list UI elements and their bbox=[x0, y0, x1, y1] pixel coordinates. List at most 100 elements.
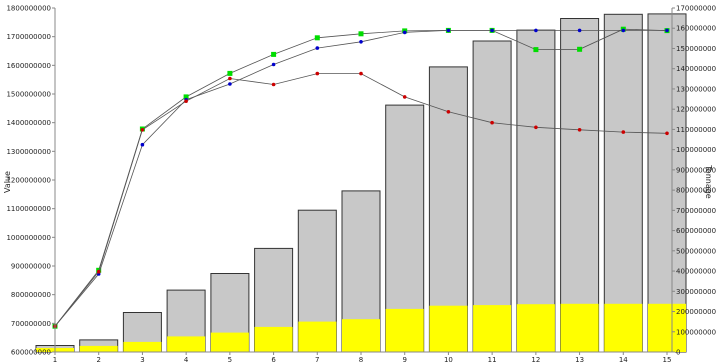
series-point bbox=[577, 28, 582, 33]
series-point bbox=[577, 128, 582, 132]
x-tick-label: 7 bbox=[315, 356, 319, 364]
left-tick-label: 1500000000 bbox=[6, 91, 51, 99]
x-tick-label: 11 bbox=[488, 356, 497, 364]
series-point bbox=[490, 120, 494, 125]
right-tick-label: 900000000 bbox=[676, 166, 716, 174]
series-point bbox=[184, 99, 188, 103]
left-tick-label: 800000000 bbox=[11, 291, 51, 299]
bar-yellow bbox=[79, 345, 118, 352]
bar-gray bbox=[603, 13, 643, 353]
bar-yellow bbox=[254, 326, 293, 352]
left-tick-label: 900000000 bbox=[11, 263, 51, 271]
series-point bbox=[665, 131, 669, 136]
bar-yellow bbox=[648, 303, 686, 352]
right-tick-label: 300000000 bbox=[676, 288, 716, 296]
bar-yellow bbox=[210, 332, 249, 352]
series-point bbox=[446, 110, 451, 114]
series-point bbox=[402, 95, 407, 99]
right-tick-label: 1200000000 bbox=[676, 106, 716, 114]
x-tick-label: 6 bbox=[271, 356, 276, 364]
series-point bbox=[490, 28, 494, 33]
right-tick-label: 1700000000 bbox=[676, 5, 716, 13]
series-point bbox=[359, 40, 363, 44]
right-tick-label: 800000000 bbox=[676, 187, 716, 195]
left-axis-title: Value bbox=[3, 171, 12, 193]
bar-yellow bbox=[604, 303, 643, 352]
left-tick-label: 1400000000 bbox=[6, 119, 51, 127]
series-point bbox=[315, 71, 320, 76]
x-tick-label: 1 bbox=[53, 356, 57, 364]
bar-gray bbox=[516, 29, 556, 353]
left-tick-label: 700000000 bbox=[11, 320, 51, 328]
bar-yellow bbox=[516, 304, 555, 352]
series-point bbox=[621, 28, 626, 33]
left-tick-label: 1300000000 bbox=[6, 148, 51, 156]
left-tick-label: 600000000 bbox=[11, 349, 51, 357]
series-point bbox=[533, 47, 539, 53]
bar-yellow bbox=[385, 308, 424, 352]
left-tick-label: 1800000000 bbox=[6, 5, 51, 13]
bar-yellow bbox=[167, 336, 206, 352]
right-tick-label: 100000000 bbox=[676, 328, 716, 336]
x-tick-label: 13 bbox=[575, 356, 584, 364]
bar-gray bbox=[647, 13, 687, 353]
series-point bbox=[271, 51, 277, 57]
right-axis-title: Tonnage bbox=[704, 164, 713, 199]
bar-gray bbox=[560, 18, 600, 353]
x-tick-label: 8 bbox=[359, 356, 363, 364]
right-tick-label: 1500000000 bbox=[676, 45, 716, 53]
x-tick-label: 15 bbox=[663, 356, 672, 364]
right-tick-label: 1600000000 bbox=[676, 25, 716, 33]
series-point bbox=[314, 35, 320, 41]
series-point bbox=[315, 46, 320, 50]
right-tick-label: 1400000000 bbox=[676, 65, 716, 73]
bar-yellow bbox=[342, 319, 380, 352]
ticks-layer: 600000000 700000000 800000000 900000000 1000… bbox=[6, 5, 716, 364]
bar-yellow bbox=[298, 321, 337, 352]
left-tick-label: 1200000000 bbox=[6, 177, 51, 185]
left-tick-label: 1700000000 bbox=[6, 33, 51, 41]
bar-yellow bbox=[123, 341, 162, 352]
x-tick-label: 12 bbox=[531, 356, 540, 364]
series-point bbox=[446, 28, 451, 33]
series-point bbox=[402, 30, 407, 35]
series-point bbox=[183, 94, 189, 100]
series-point bbox=[140, 128, 145, 132]
series-point bbox=[96, 269, 101, 274]
right-tick-label: 200000000 bbox=[676, 308, 716, 316]
right-tick-label: 1100000000 bbox=[676, 126, 716, 134]
x-tick-label: 10 bbox=[444, 356, 453, 364]
series-point bbox=[227, 70, 233, 76]
right-tick-label: 0 bbox=[676, 349, 680, 357]
right-tick-label: 1300000000 bbox=[676, 85, 716, 93]
left-tick-label: 1100000000 bbox=[6, 205, 51, 213]
series-point bbox=[358, 31, 364, 37]
lines-layer bbox=[52, 26, 670, 329]
series-point bbox=[228, 76, 232, 81]
series-point bbox=[621, 130, 626, 134]
series-point bbox=[665, 28, 669, 33]
bar-gray bbox=[472, 40, 512, 353]
x-tick-label: 5 bbox=[228, 356, 232, 364]
series-point bbox=[140, 142, 145, 147]
x-tick-label: 3 bbox=[140, 356, 144, 364]
right-tick-label: 700000000 bbox=[676, 207, 716, 215]
series-point bbox=[534, 125, 538, 130]
series-point bbox=[271, 82, 276, 87]
series-point bbox=[271, 62, 276, 67]
x-tick-label: 4 bbox=[184, 356, 189, 364]
bars-layer bbox=[35, 13, 687, 353]
series-point bbox=[577, 46, 583, 52]
bar-gray bbox=[428, 66, 468, 353]
series-point bbox=[359, 71, 363, 76]
x-tick-label: 2 bbox=[96, 356, 100, 364]
bar-yellow bbox=[473, 305, 512, 352]
x-tick-label: 9 bbox=[402, 356, 406, 364]
right-tick-label: 600000000 bbox=[676, 227, 716, 235]
right-tick-label: 400000000 bbox=[676, 268, 716, 276]
series-point bbox=[534, 28, 538, 33]
bar-yellow bbox=[429, 305, 468, 352]
left-tick-label: 1600000000 bbox=[6, 62, 51, 70]
left-tick-label: 1000000000 bbox=[6, 234, 51, 242]
